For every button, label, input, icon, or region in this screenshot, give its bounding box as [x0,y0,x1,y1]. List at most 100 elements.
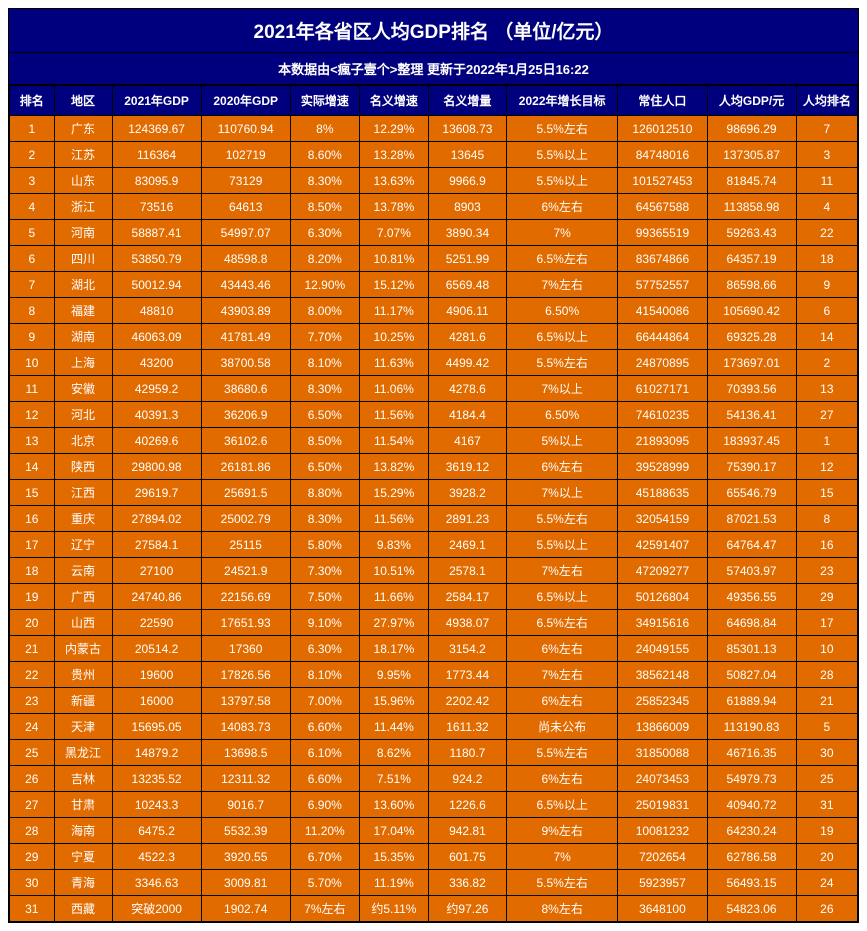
cell-gdp2021: 29800.98 [112,454,201,480]
cell-gdp2020: 73129 [201,168,290,194]
cell-realgrowth: 12.90% [290,272,359,298]
cell-target: 5.5%左右 [506,506,617,532]
cell-realgrowth: 6.60% [290,714,359,740]
cell-target: 5.5%以上 [506,168,617,194]
cell-pop: 66444864 [618,324,707,350]
cell-region: 甘肃 [54,792,112,818]
table-row: 22贵州1960017826.568.10%9.95%1773.447%左右38… [10,662,858,688]
cell-nomincr: 4938.07 [428,610,506,636]
cell-nomgrowth: 11.66% [359,584,428,610]
cell-gdp2021: 19600 [112,662,201,688]
cell-gdp2021: 4522.3 [112,844,201,870]
cell-region: 宁夏 [54,844,112,870]
cell-nomgrowth: 15.12% [359,272,428,298]
cell-nomincr: 3154.2 [428,636,506,662]
cell-gdp2021: 73516 [112,194,201,220]
cell-target: 7%以上 [506,376,617,402]
cell-realgrowth: 6.50% [290,402,359,428]
cell-gdp2020: 12311.32 [201,766,290,792]
cell-pop: 25019831 [618,792,707,818]
cell-realgrowth: 7.70% [290,324,359,350]
cell-gdp2021: 29619.7 [112,480,201,506]
cell-percap: 85301.13 [707,636,796,662]
cell-gdp2021: 42959.2 [112,376,201,402]
cell-gdp2020: 41781.49 [201,324,290,350]
cell-pop: 57752557 [618,272,707,298]
table-row: 7湖北50012.9443443.4612.90%15.12%6569.487%… [10,272,858,298]
cell-pop: 3648100 [618,896,707,922]
cell-nomgrowth: 12.29% [359,116,428,142]
cell-gdp2020: 26181.86 [201,454,290,480]
cell-region: 广东 [54,116,112,142]
col-header-target: 2022年增长目标 [506,86,617,116]
cell-percap: 64764.47 [707,532,796,558]
cell-nomincr: 942.81 [428,818,506,844]
cell-percaprank: 6 [796,298,857,324]
cell-realgrowth: 6.10% [290,740,359,766]
cell-nomincr: 4278.6 [428,376,506,402]
cell-gdp2020: 22156.69 [201,584,290,610]
cell-percaprank: 29 [796,584,857,610]
table-row: 4浙江73516646138.50%13.78%89036%左右64567588… [10,194,858,220]
cell-realgrowth: 6.30% [290,220,359,246]
cell-nomincr: 约97.26 [428,896,506,922]
cell-nomgrowth: 8.62% [359,740,428,766]
cell-rank: 17 [10,532,55,558]
cell-gdp2021: 13235.52 [112,766,201,792]
cell-percaprank: 11 [796,168,857,194]
cell-percaprank: 31 [796,792,857,818]
cell-realgrowth: 6.50% [290,454,359,480]
cell-pop: 13866009 [618,714,707,740]
cell-percaprank: 7 [796,116,857,142]
cell-nomgrowth: 13.60% [359,792,428,818]
cell-rank: 18 [10,558,55,584]
table-row: 21内蒙古20514.2173606.30%18.17%3154.26%左右24… [10,636,858,662]
col-header-gdp2021: 2021年GDP [112,86,201,116]
cell-region: 天津 [54,714,112,740]
cell-nomgrowth: 11.44% [359,714,428,740]
cell-nomincr: 2578.1 [428,558,506,584]
cell-pop: 7202654 [618,844,707,870]
cell-realgrowth: 8.10% [290,662,359,688]
cell-region: 湖北 [54,272,112,298]
cell-region: 北京 [54,428,112,454]
cell-nomincr: 5251.99 [428,246,506,272]
cell-percap: 40940.72 [707,792,796,818]
cell-percaprank: 16 [796,532,857,558]
cell-percap: 54823.06 [707,896,796,922]
cell-percaprank: 23 [796,558,857,584]
cell-percap: 75390.17 [707,454,796,480]
cell-percap: 137305.87 [707,142,796,168]
cell-nomincr: 4184.4 [428,402,506,428]
cell-percap: 54136.41 [707,402,796,428]
cell-pop: 21893095 [618,428,707,454]
cell-percap: 113858.98 [707,194,796,220]
cell-rank: 15 [10,480,55,506]
table-row: 25黑龙江14879.213698.56.10%8.62%1180.75.5%左… [10,740,858,766]
cell-pop: 61027171 [618,376,707,402]
cell-gdp2021: 48810 [112,298,201,324]
cell-pop: 39528999 [618,454,707,480]
cell-region: 海南 [54,818,112,844]
table-row: 17辽宁27584.1251155.80%9.83%2469.15.5%以上42… [10,532,858,558]
cell-gdp2020: 43443.46 [201,272,290,298]
cell-nomincr: 1773.44 [428,662,506,688]
cell-realgrowth: 6.30% [290,636,359,662]
table-row: 29宁夏4522.33920.556.70%15.35%601.757%7202… [10,844,858,870]
cell-rank: 7 [10,272,55,298]
cell-percap: 64357.19 [707,246,796,272]
cell-pop: 38562148 [618,662,707,688]
cell-nomgrowth: 15.35% [359,844,428,870]
cell-nomgrowth: 9.83% [359,532,428,558]
cell-percaprank: 12 [796,454,857,480]
cell-gdp2021: 46063.09 [112,324,201,350]
cell-region: 福建 [54,298,112,324]
table-row: 24天津15695.0514083.736.60%11.44%1611.32尚未… [10,714,858,740]
cell-gdp2021: 24740.86 [112,584,201,610]
table-row: 2江苏1163641027198.60%13.28%136455.5%以上847… [10,142,858,168]
cell-realgrowth: 6.90% [290,792,359,818]
cell-percaprank: 27 [796,402,857,428]
cell-target: 5.5%左右 [506,740,617,766]
cell-nomincr: 1180.7 [428,740,506,766]
cell-pop: 99365519 [618,220,707,246]
